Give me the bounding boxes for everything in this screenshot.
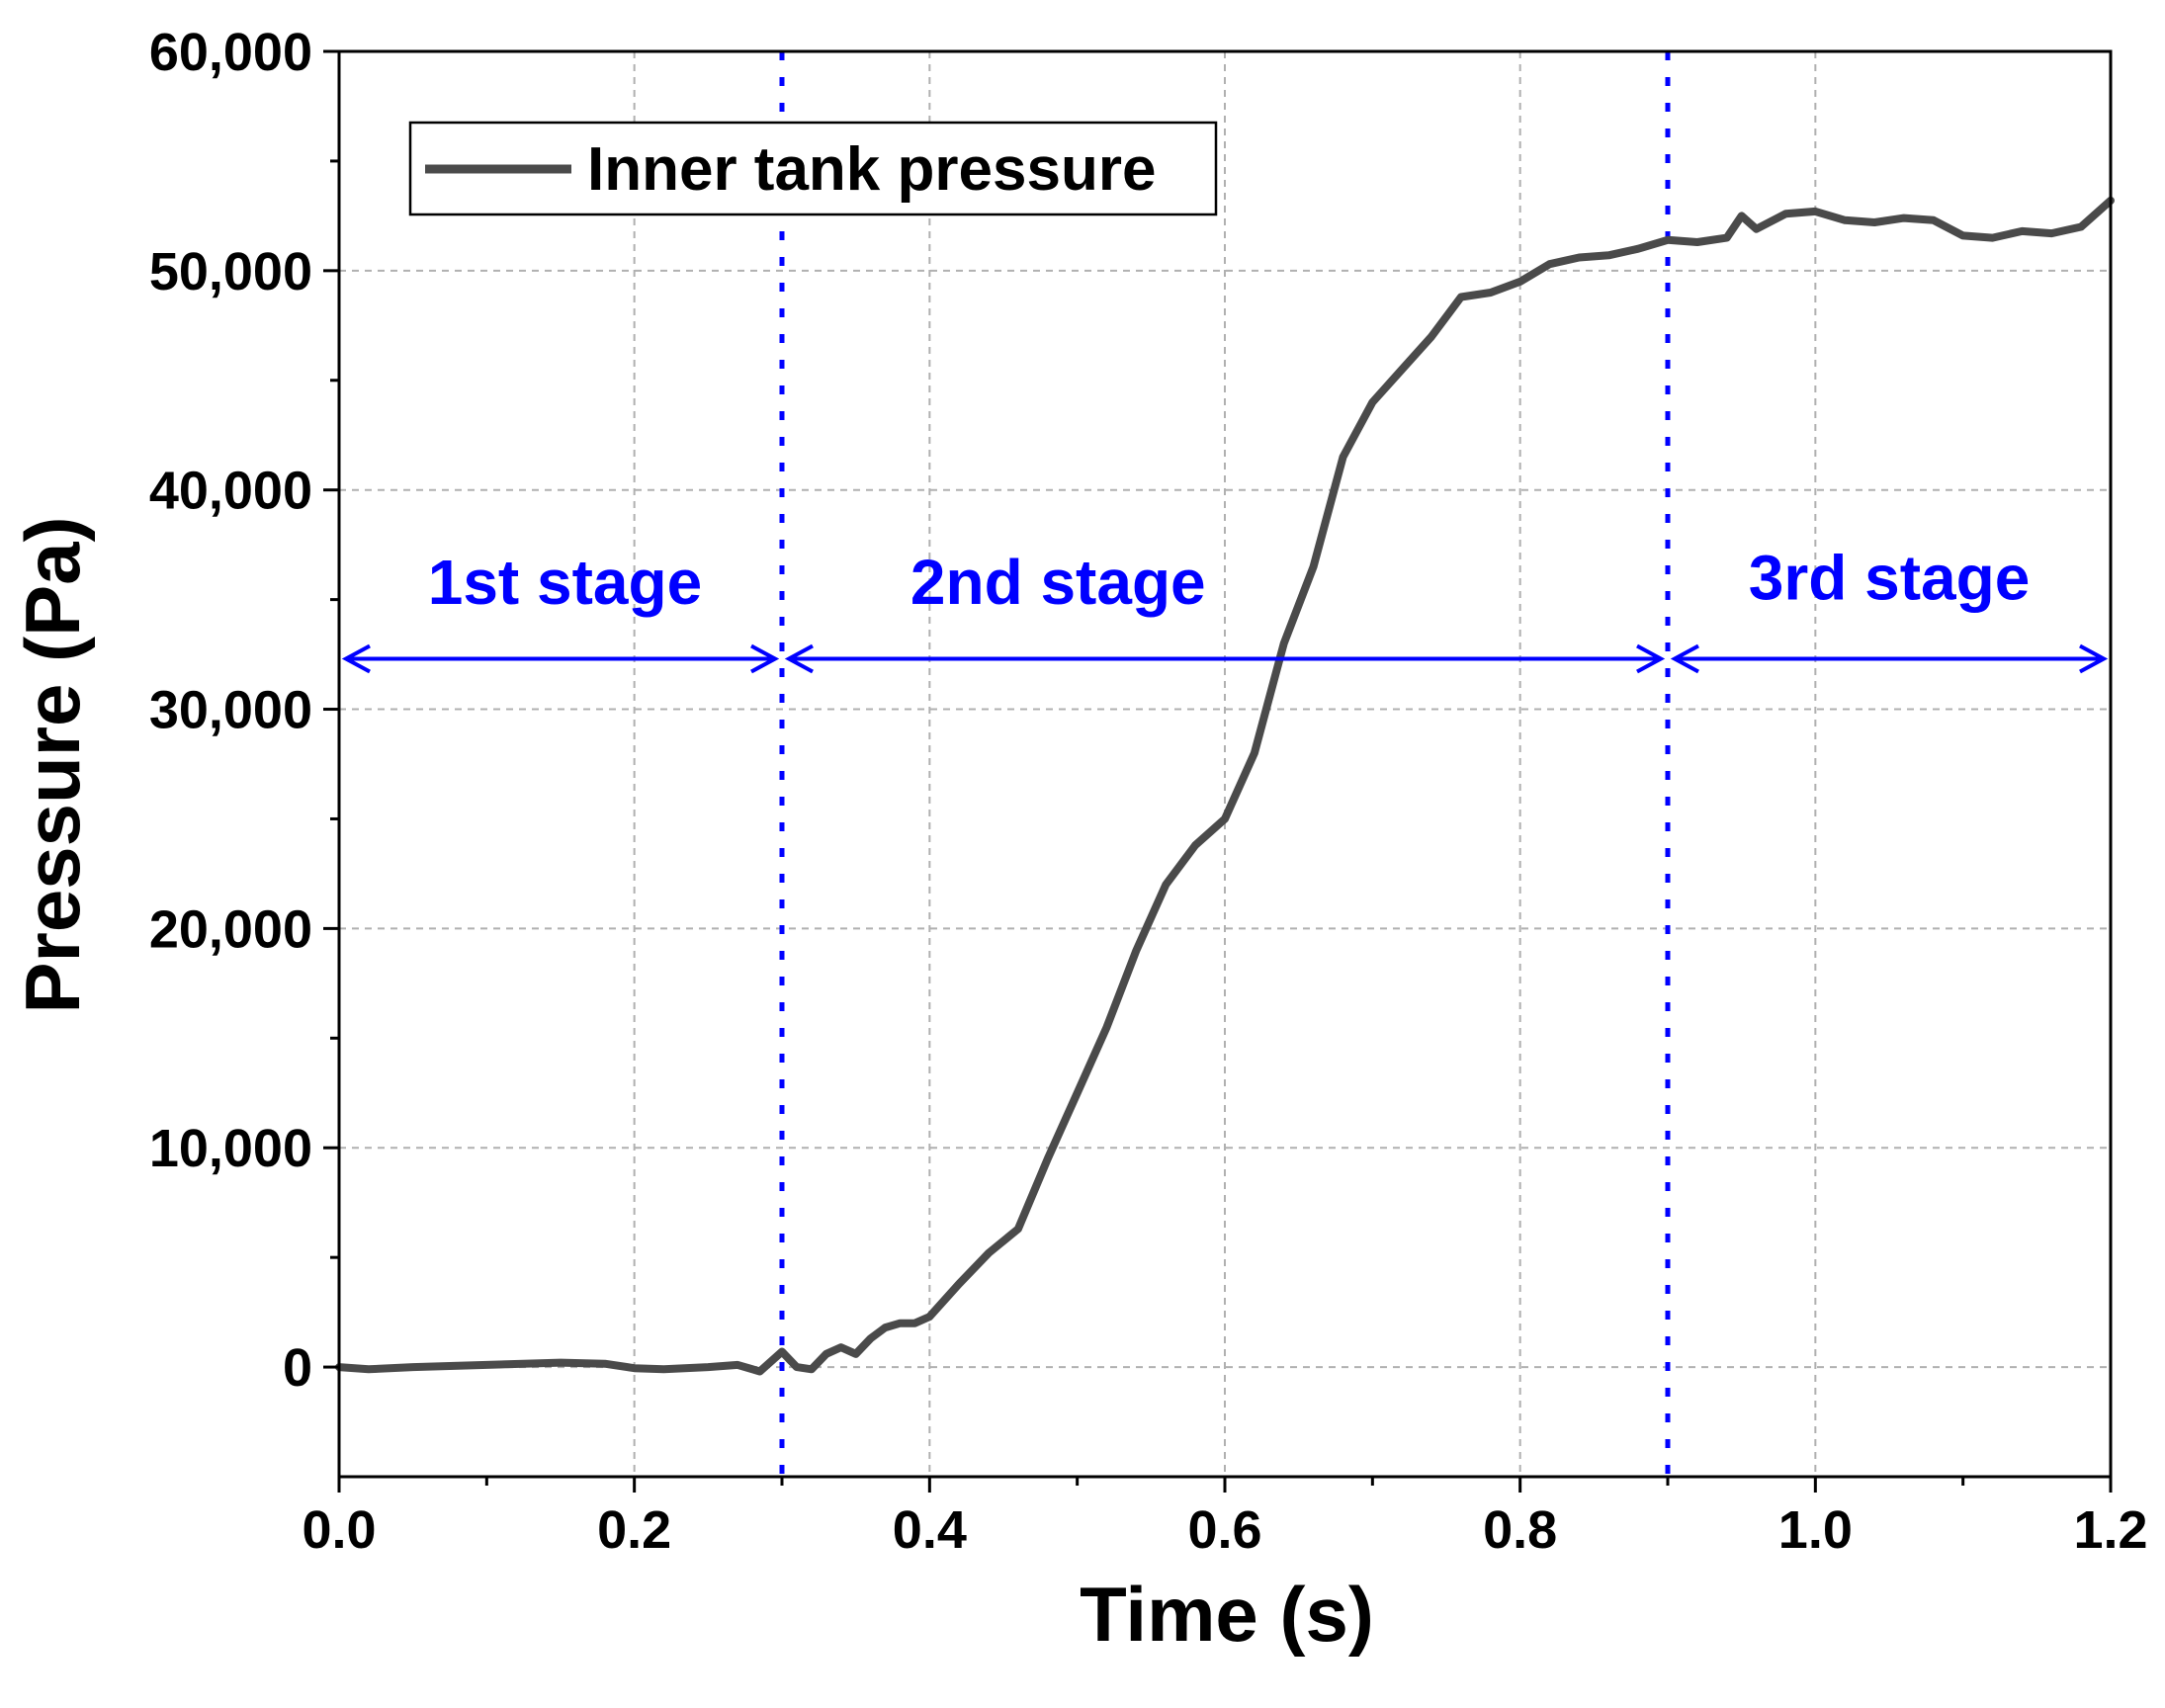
stage-arrow-head — [1636, 643, 1666, 674]
legend: Inner tank pressure — [408, 121, 1218, 216]
y-tick-label: 40,000 — [149, 462, 312, 521]
y-tick-label: 10,000 — [149, 1119, 312, 1178]
y-tick-label: 60,000 — [149, 23, 312, 82]
y-tick-label: 20,000 — [149, 899, 312, 959]
y-tick-label: 30,000 — [149, 681, 312, 740]
y-tick-label: 50,000 — [149, 242, 312, 301]
stage-boundary-lines — [779, 51, 1671, 1477]
stage-labels: 1st stage 2nd stage 3rd stage — [428, 543, 2031, 618]
x-tick-label: 0.6 — [1187, 1500, 1261, 1560]
legend-entry-label: Inner tank pressure — [587, 135, 1156, 204]
stage-arrow-head — [1670, 643, 1699, 674]
x-tick-label: 0.4 — [893, 1500, 967, 1560]
tick-labels: 0.0 0.2 0.4 0.6 0.8 1.0 1.2 0 10,000 20,000 30,000… — [149, 23, 2148, 1560]
stage-arrow-head — [2079, 643, 2109, 674]
x-tick-label: 1.2 — [2073, 1500, 2147, 1560]
stage-label: 3rd stage — [1749, 543, 2031, 614]
grid-lines — [339, 51, 2111, 1477]
series-line-inner-tank-pressure — [335, 196, 2115, 1376]
x-tick-label: 0.0 — [302, 1500, 376, 1560]
stage-arrows — [341, 643, 2109, 674]
x-tick-label: 1.0 — [1778, 1500, 1853, 1560]
x-axis-title: Time (s) — [1080, 1571, 1374, 1658]
stage-label: 2nd stage — [910, 547, 1206, 618]
x-tick-label: 0.8 — [1483, 1500, 1557, 1560]
series-layer — [335, 196, 2115, 1376]
axis-ticks — [323, 49, 2113, 1493]
stage-arrow-head — [341, 643, 371, 674]
stage-arrow-head — [784, 643, 814, 674]
stage-arrow-head — [750, 643, 780, 674]
stage-label: 1st stage — [428, 547, 702, 618]
y-tick-label: 0 — [283, 1338, 312, 1398]
x-tick-label: 0.2 — [597, 1500, 671, 1560]
y-axis-title: Pressure (Pa) — [9, 517, 96, 1014]
